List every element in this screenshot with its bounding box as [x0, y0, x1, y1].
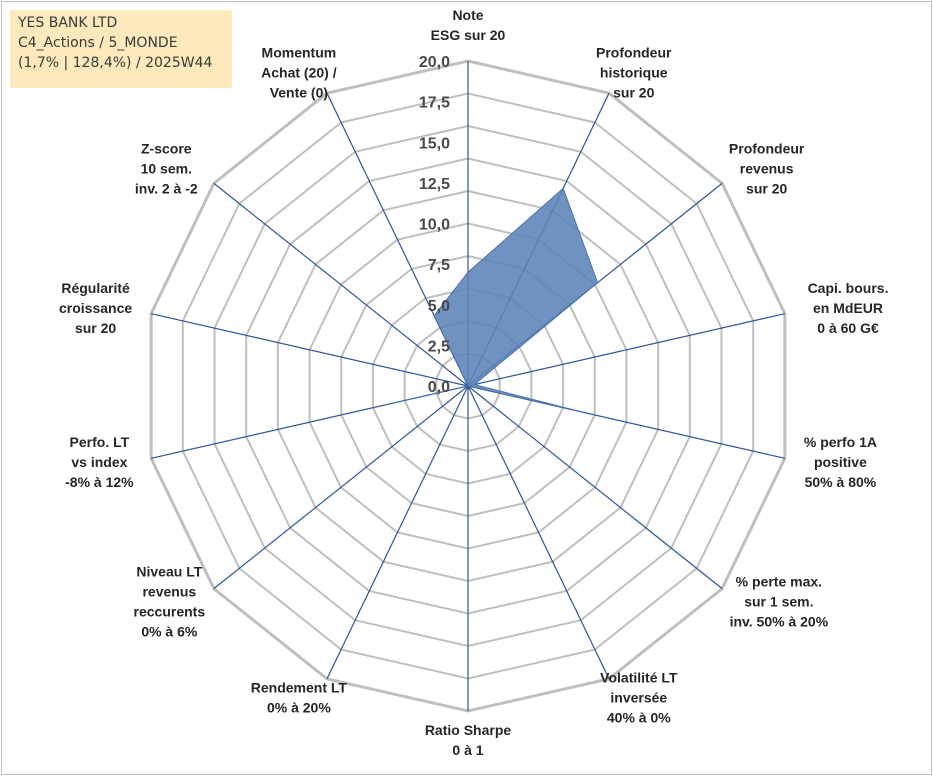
axis-label-8: Rendement LT 0% à 20% [251, 680, 348, 716]
axis-label-6: Volatilité LT inversée 40% à 0% [600, 670, 678, 726]
axis-label-12: Z-score 10 sem. inv. 2 à -2 [135, 141, 198, 197]
tick-label-3: 7,5 [428, 257, 450, 274]
axis-spoke-6 [467, 385, 610, 680]
portfolio-name: C4_Actions / 5_MONDE [18, 35, 178, 51]
series-point-12 [467, 385, 469, 387]
tick-label-8: 20,0 [419, 54, 450, 71]
tick-label-5: 12,5 [419, 176, 450, 193]
axis-label-9: Niveau LT revenus reccurents 0% à 6% [134, 563, 206, 639]
series-point-2 [597, 282, 599, 284]
company-name: YES BANK LTD [18, 15, 118, 31]
series-point-1 [562, 187, 564, 189]
axis-label-5: % perte max. sur 1 sem. inv. 50% à 20% [730, 573, 829, 629]
series-point-0 [467, 271, 469, 273]
tick-label-4: 10,0 [419, 217, 450, 234]
axis-label-1: Profondeur historique sur 20 [596, 44, 672, 100]
axis-label-11: Régularité croissance sur 20 [59, 280, 132, 336]
axis-label-10: Perfo. LT vs index -8% à 12% [65, 434, 134, 490]
axis-spoke-3 [467, 313, 785, 387]
radar-series [385, 187, 599, 413]
axis-spoke-5 [467, 385, 723, 590]
axis-spoke-11 [151, 313, 469, 387]
tick-label-7: 17,5 [419, 95, 450, 112]
series-point-10 [385, 404, 387, 406]
axis-label-4: % perfo 1A positive 50% à 80% [804, 434, 877, 490]
axis-label-13: Momentum Achat (20) / Vente (0) [261, 44, 337, 100]
axis-labels: Note ESG sur 20 Profondeur historique sur 20… [59, 7, 888, 758]
tick-label-1: 2,5 [428, 338, 450, 355]
axis-spoke-12 [213, 182, 469, 387]
series-point-4 [581, 411, 583, 413]
radial-tick-labels: 0,0 2,5 5,0 7,5 10,0 12,5 15,0 17,5 20,0 [419, 54, 450, 396]
axis-label-2: Profondeur revenus sur 20 [729, 141, 805, 197]
tick-label-2: 5,0 [428, 298, 450, 315]
axis-spoke-9 [213, 385, 469, 590]
axis-label-3: Capi. bours. en MdEUR 0 à 60 G€ [808, 280, 889, 336]
tick-label-6: 15,0 [419, 135, 450, 152]
series-point-13 [433, 315, 435, 317]
axis-label-0: Note ESG sur 20 [431, 7, 506, 43]
axis-spoke-8 [326, 385, 469, 680]
period-info: (1,7% | 128,4%) / 2025W44 [18, 55, 213, 71]
series-point-3 [473, 384, 475, 386]
title-box: YES BANK LTD C4_Actions / 5_MONDE (1,7% … [10, 10, 232, 88]
tick-label-0: 0,0 [428, 379, 450, 396]
axis-label-7: Ratio Sharpe 0 à 1 [425, 722, 512, 758]
series-area [385, 187, 599, 413]
